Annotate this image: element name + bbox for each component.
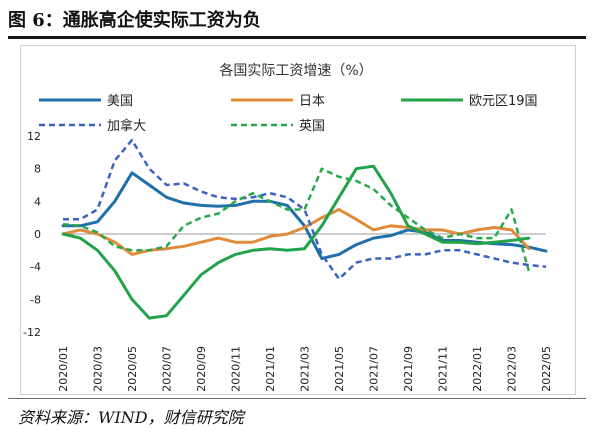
x-tick-label: 2021/11 [437,346,450,392]
series-line [61,208,531,256]
legend-label: 美国 [107,94,133,109]
x-tick-label: 2022/03 [506,346,519,392]
y-tick-label: 12 [27,130,41,143]
figure-title: 图 6：通胀高企使实际工资为负 [8,10,261,31]
y-tick-label: -12 [23,326,41,339]
x-tick-label: 2021/07 [368,346,381,392]
y-axis: 12 8 4 0 -4 -8 -12 [23,130,41,339]
source-divider [8,398,586,399]
x-tick-label: 2022/05 [540,346,553,392]
x-tick-label: 2020/01 [57,346,70,392]
x-tick-label: 2021/03 [299,346,312,392]
title-divider [8,36,586,39]
chart-title: 各国实际工资增速（%） [219,63,372,79]
x-tick-label: 2021/09 [402,346,415,392]
y-tick-label: -4 [30,261,41,274]
x-tick-label: 2020/11 [230,346,243,392]
series-line [61,171,548,260]
source-note: 资料来源：WIND，财信研究院 [18,408,244,427]
x-tick-label: 2021/05 [333,346,346,392]
x-tick-label: 2021/01 [264,346,277,392]
x-tick-label: 2020/05 [126,346,139,392]
x-tick-label: 2020/09 [195,346,208,392]
x-axis: 2020/01 2020/03 2020/05 2020/07 2020/09 2020/… [57,346,553,392]
x-tick-label: 2020/07 [161,346,174,392]
series-line [62,167,531,272]
series-layer [61,138,548,320]
legend-label: 日本 [299,94,325,109]
y-tick-label: 0 [34,228,41,241]
x-tick-label: 2020/03 [92,346,105,392]
x-tick-label: 2022/01 [471,346,484,392]
y-tick-label: 4 [34,195,41,208]
legend-label: 英国 [299,119,325,134]
series-line [63,138,547,281]
y-tick-label: 8 [34,163,41,176]
y-tick-label: -8 [30,293,41,306]
legend-label: 加拿大 [107,118,146,134]
legend-label: 欧元区19国 [469,94,538,109]
series-line [61,164,531,320]
chart-panel: 各国实际工资增速（%） 美国 日本 欧元区19国加拿大 英国 12 8 4 0 -4 -8 -12… [20,45,576,395]
